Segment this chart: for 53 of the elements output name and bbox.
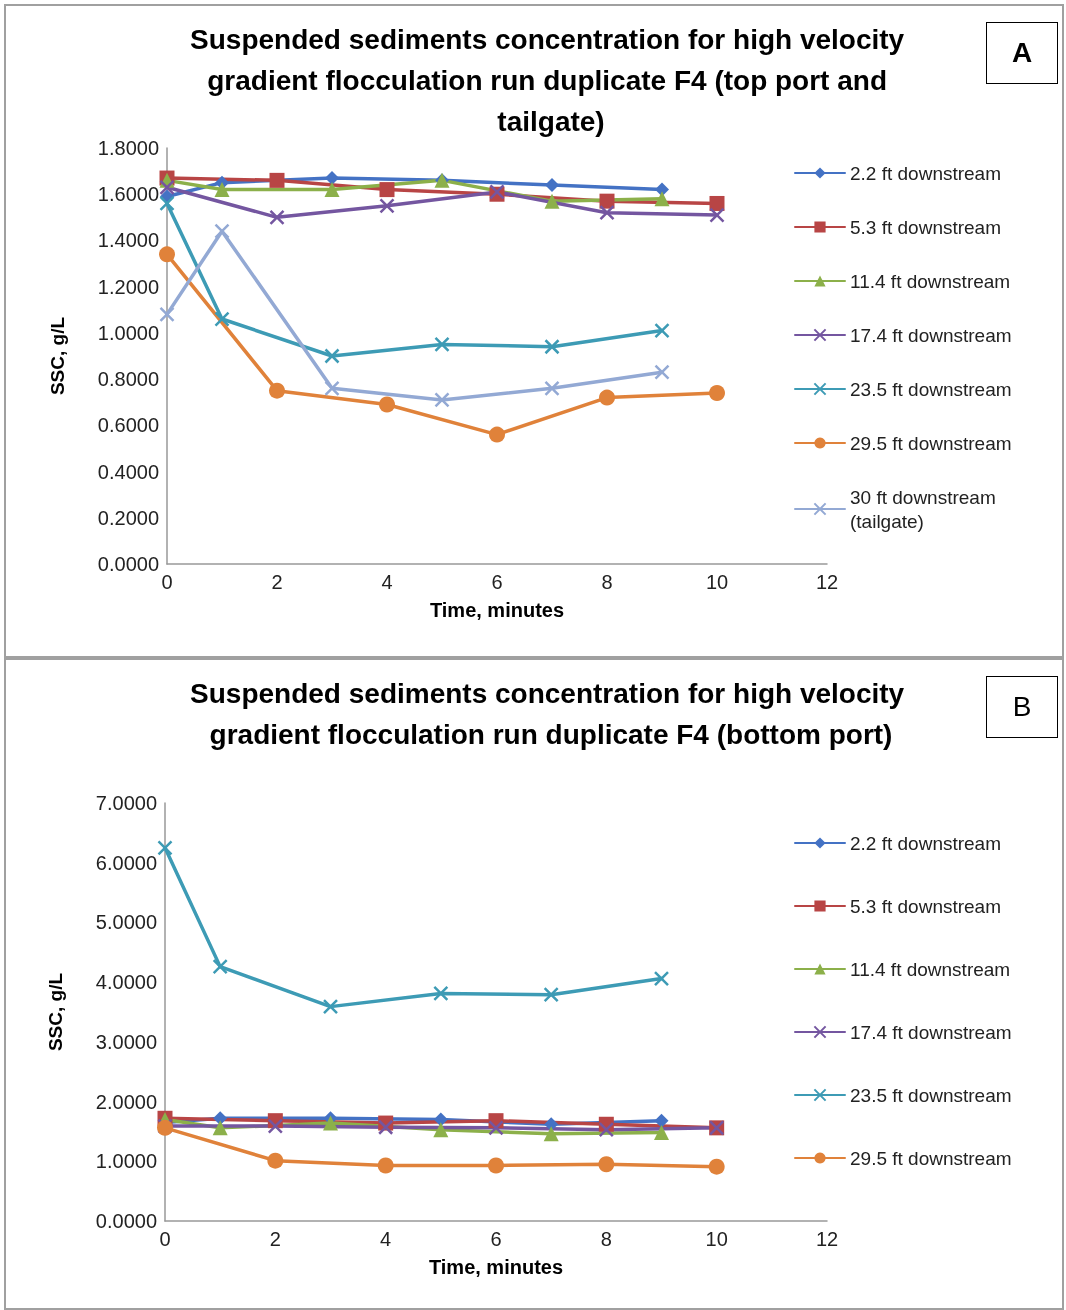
x-tick-label: 6 bbox=[490, 1228, 502, 1250]
x-tick-label: 6 bbox=[491, 571, 503, 593]
legend-label: 2.2 ft downstream bbox=[850, 162, 1002, 184]
legend-label: 29.5 ft downstream bbox=[850, 1147, 1012, 1169]
y-tick-label: 1.6000 bbox=[97, 183, 159, 206]
y-tick-label: 0.0000 bbox=[97, 553, 159, 575]
x-axis-title: Time, minutes bbox=[428, 1256, 564, 1278]
x-tick-label: 2 bbox=[271, 571, 283, 593]
x-tick-label: 2 bbox=[269, 1228, 281, 1250]
x-tick-label: 8 bbox=[600, 1228, 612, 1250]
legend-label: 11.4 ft downstream bbox=[850, 270, 1011, 292]
y-tick-label: 1.2000 bbox=[97, 275, 159, 298]
legend-label: 17.4 ft downstream bbox=[850, 324, 1012, 346]
y-tick-label: 2.0000 bbox=[95, 1090, 157, 1113]
y-tick-label: 1.4000 bbox=[97, 229, 159, 252]
y-tick-label: 0.2000 bbox=[97, 506, 159, 529]
y-tick-label: 1.8000 bbox=[97, 137, 159, 159]
x-tick-label: 0 bbox=[159, 1228, 171, 1250]
y-tick-label: 6.0000 bbox=[95, 851, 157, 874]
legend-label: 5.3 ft downstream bbox=[850, 216, 1002, 238]
y-tick-label: 0.8000 bbox=[97, 368, 159, 391]
legend-label: 29.5 ft downstream bbox=[850, 432, 1012, 454]
x-axis-title: Time, minutes bbox=[429, 599, 565, 621]
y-tick-label: 3.0000 bbox=[95, 1030, 157, 1053]
legend-label: 17.4 ft downstream bbox=[850, 1021, 1012, 1043]
x-tick-label: 10 bbox=[705, 1228, 728, 1250]
legend-label: 11.4 ft downstream bbox=[850, 958, 1011, 980]
y-tick-label: 0.6000 bbox=[97, 414, 159, 437]
y-tick-label: 1.0000 bbox=[97, 321, 159, 344]
legend-label: 23.5 ft downstream bbox=[850, 378, 1012, 400]
y-tick-label: 5.0000 bbox=[95, 911, 157, 934]
x-tick-label: 0 bbox=[161, 571, 173, 593]
y-tick-label: 0.4000 bbox=[97, 460, 159, 483]
x-tick-label: 8 bbox=[601, 571, 613, 593]
y-tick-label: 1.0000 bbox=[95, 1150, 157, 1173]
text: A bbox=[986, 22, 1058, 84]
legend-label: 2.2 ft downstream bbox=[850, 832, 1002, 854]
x-tick-label: 12 bbox=[815, 571, 839, 593]
legend-label: 23.5 ft downstream bbox=[850, 1084, 1012, 1106]
y-tick-label: 7.0000 bbox=[95, 792, 157, 814]
y-axis-title: SSC, g/L bbox=[45, 972, 66, 1052]
x-tick-label: 12 bbox=[815, 1228, 839, 1250]
chart-title: Suspended sediments concentration for high velocity gradient flocculation run duplicate F4 (bottom port) bbox=[190, 678, 912, 750]
text: B bbox=[986, 676, 1058, 738]
y-axis-title: SSC, g/L bbox=[47, 316, 68, 396]
chart-title: Suspended sediments concentration for high velocity gradient flocculation run duplicate F4 (top port and tailgate) bbox=[190, 24, 912, 137]
y-tick-label: 0.0000 bbox=[95, 1210, 157, 1232]
y-tick-label: 4.0000 bbox=[95, 971, 157, 994]
legend-label: 30 ft downstream (tailgate) bbox=[850, 486, 1002, 532]
x-tick-label: 4 bbox=[380, 1228, 392, 1250]
legend-label: 5.3 ft downstream bbox=[850, 895, 1002, 917]
x-tick-label: 10 bbox=[705, 571, 729, 593]
x-tick-label: 4 bbox=[381, 571, 393, 593]
